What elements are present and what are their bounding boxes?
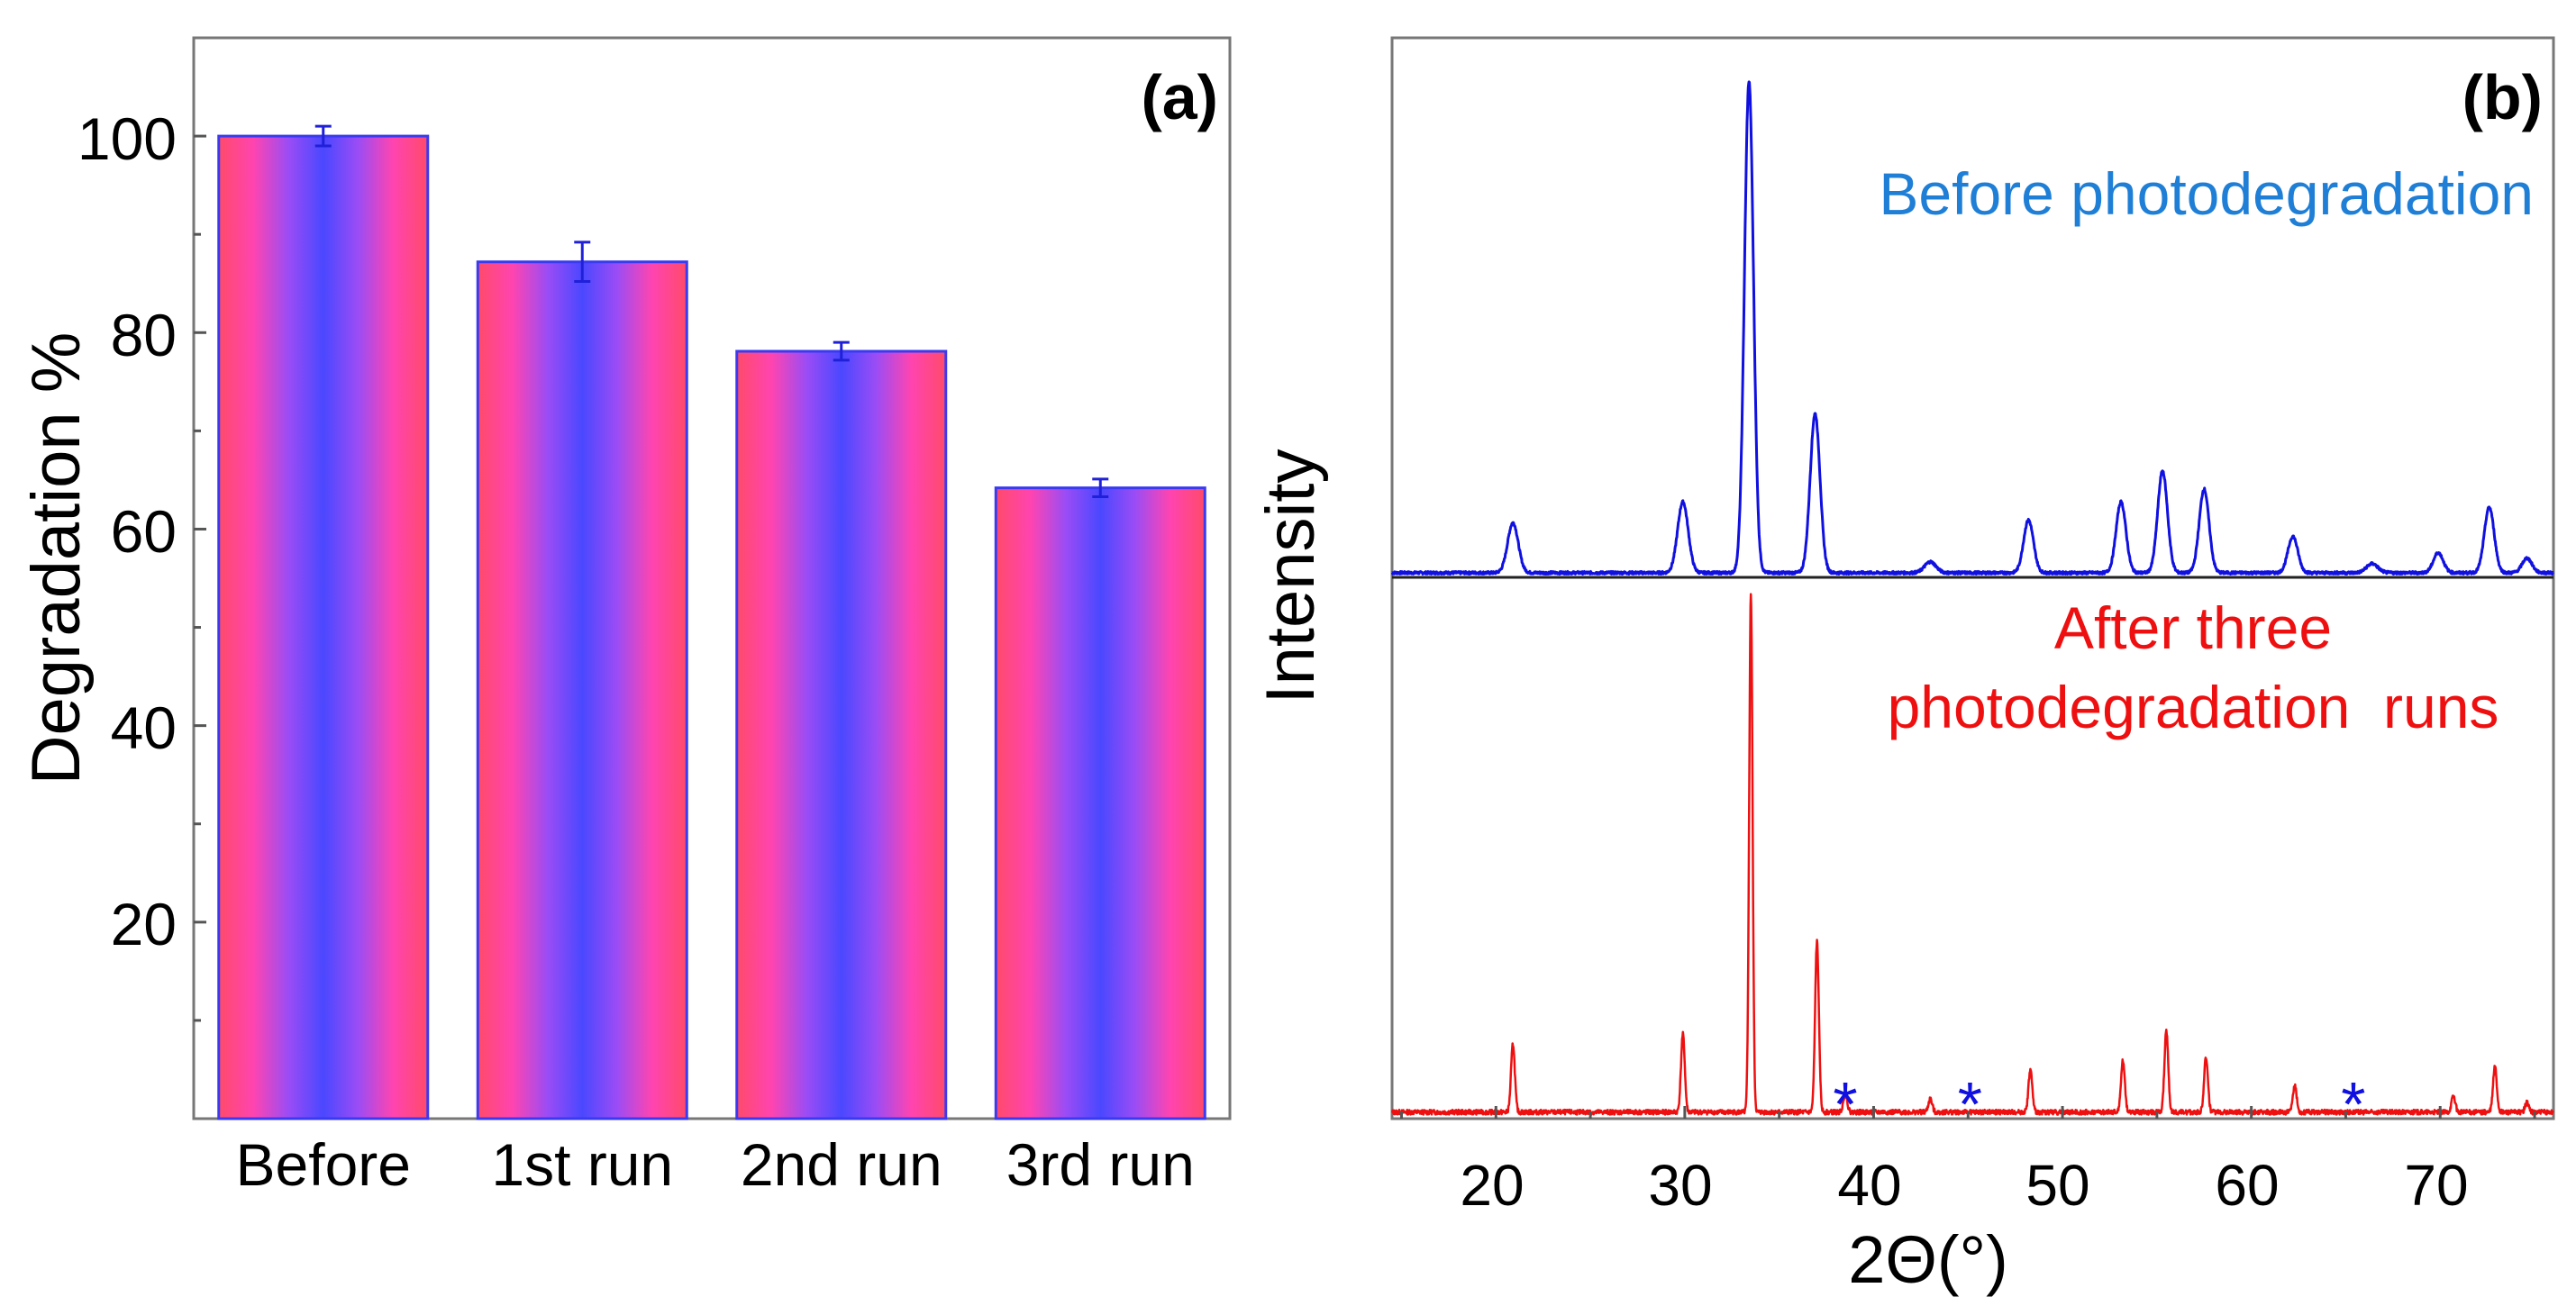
y-tick-label-20: 20 bbox=[111, 891, 177, 957]
bar-1st-run bbox=[476, 260, 688, 1120]
panel-b: * * * 20 30 40 50 60 70 2Θ(°) Intensity (b… bbox=[1252, 36, 2555, 1297]
panel-a-bars bbox=[217, 134, 1206, 1120]
x-tick-label-20: 20 bbox=[1460, 1153, 1524, 1218]
x-tick-label: 3rd run bbox=[1006, 1131, 1195, 1198]
x-tick-label: Before bbox=[236, 1131, 411, 1198]
before-photodegradation-label: Before photodegradation bbox=[1879, 160, 2534, 227]
error-bar-before bbox=[314, 124, 332, 148]
panel-b-label: (b) bbox=[2462, 62, 2543, 132]
panel-a-frame bbox=[192, 36, 1232, 1120]
impurity-marker-3: * bbox=[2341, 1069, 2365, 1139]
after-photodegradation-trace bbox=[1390, 593, 2554, 1116]
y-tick-label-100: 100 bbox=[77, 105, 177, 172]
bar-before bbox=[217, 134, 430, 1120]
x-tick-label: 1st run bbox=[491, 1131, 673, 1198]
panel-a-y-tick-labels: 20 40 60 80 100 bbox=[77, 105, 177, 957]
panel-b-x-tick-labels: 20 30 40 50 60 70 bbox=[1460, 1153, 2468, 1218]
x-tick-label: 2nd run bbox=[741, 1131, 942, 1198]
impurity-marker-2: * bbox=[1958, 1069, 1982, 1139]
x-tick-label-50: 50 bbox=[2025, 1153, 2089, 1218]
panel-a-label: (a) bbox=[1141, 62, 1218, 132]
y-tick-label-60: 60 bbox=[111, 498, 177, 565]
x-tick-label-60: 60 bbox=[2215, 1153, 2279, 1218]
panel-a-y-ticks bbox=[194, 134, 206, 1022]
y-tick-label-40: 40 bbox=[111, 694, 177, 761]
panel-a-y-axis-label: Degradation % bbox=[18, 332, 95, 785]
panel-b-x-axis-label: 2Θ(°) bbox=[1848, 1222, 2008, 1297]
panel-a: 20 40 60 80 100 Before 1st run 2nd run 3rd … bbox=[18, 36, 1232, 1198]
error-bar-2nd-run bbox=[833, 340, 850, 362]
impurity-markers: * * * bbox=[1833, 1069, 2365, 1139]
x-tick-label-30: 30 bbox=[1648, 1153, 1712, 1218]
panel-b-x-ticks bbox=[1399, 1106, 2536, 1119]
panel-b-y-axis-label: Intensity bbox=[1252, 449, 1329, 703]
y-tick-label-80: 80 bbox=[111, 302, 177, 368]
error-bar-3rd-run bbox=[1092, 477, 1109, 498]
after-runs-label-line1: After three bbox=[2054, 594, 2332, 661]
before-photodegradation-trace bbox=[1390, 80, 2554, 576]
x-tick-label-70: 70 bbox=[2404, 1153, 2468, 1218]
after-runs-label-line2: photodegradation runs bbox=[1888, 674, 2499, 740]
bar-2nd-run bbox=[735, 349, 948, 1120]
impurity-marker-1: * bbox=[1833, 1069, 1857, 1139]
error-bar-1st-run bbox=[574, 240, 591, 284]
panel-a-x-tick-labels: Before 1st run 2nd run 3rd run bbox=[236, 1131, 1195, 1198]
bar-3rd-run bbox=[994, 486, 1206, 1120]
panel-a-error-bars bbox=[314, 124, 1109, 498]
x-tick-label-40: 40 bbox=[1837, 1153, 1901, 1218]
